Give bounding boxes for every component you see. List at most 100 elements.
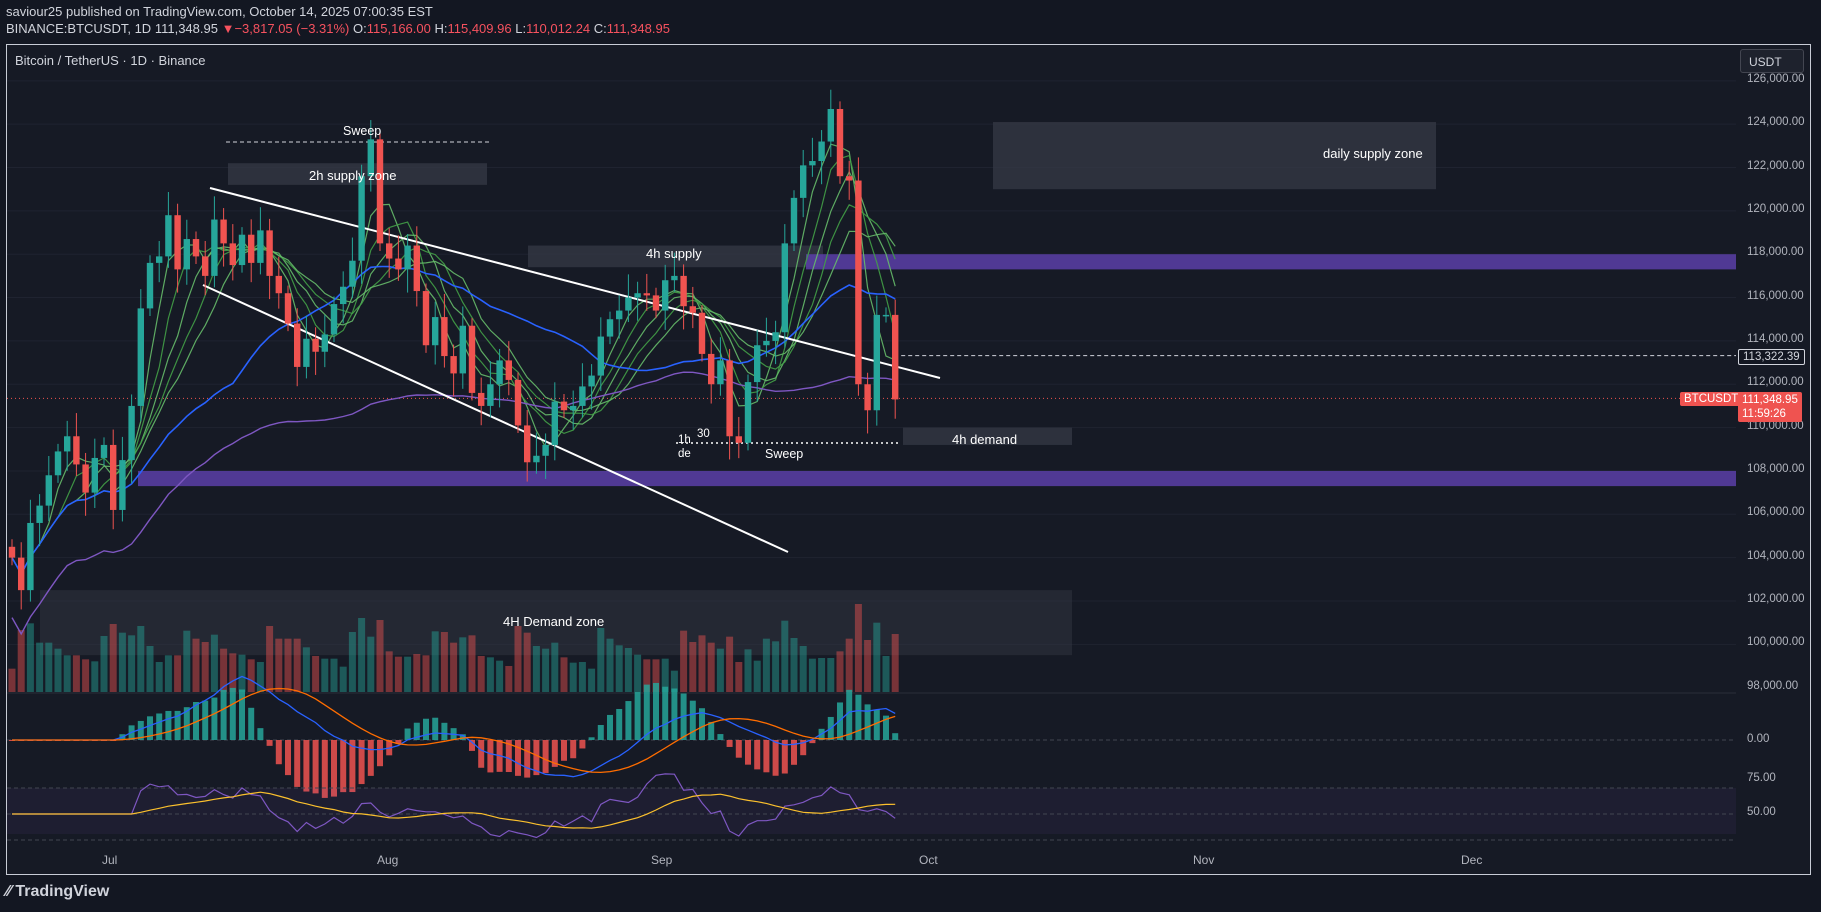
price-tick: 108,000.00	[1747, 462, 1805, 475]
candle-body	[570, 405, 577, 411]
volume-bar	[652, 659, 660, 692]
rsi-line	[12, 773, 896, 839]
candle-body	[680, 275, 687, 307]
candle-body	[459, 325, 466, 374]
candle-body	[662, 280, 669, 311]
tradingview-logo[interactable]: ⁄⁄ TradingView	[6, 883, 109, 901]
candle-body	[625, 297, 632, 311]
volume-bar	[891, 634, 899, 692]
candle-body	[892, 314, 899, 400]
candle-body	[257, 230, 264, 263]
macd-histogram-bar	[165, 710, 172, 740]
price-tick: 110,000.00	[1747, 419, 1804, 432]
candle-body	[376, 139, 384, 244]
volume-bar	[321, 658, 329, 692]
zone-purple-zone-lower	[138, 470, 1736, 487]
candle-body	[432, 317, 439, 346]
candle-body	[27, 522, 34, 591]
time-tick: Aug	[377, 853, 399, 867]
macd-histogram-bar	[340, 740, 347, 793]
volume-bar	[505, 666, 513, 692]
macd-histogram-bar	[211, 697, 218, 740]
macd-histogram-bar	[873, 709, 880, 740]
macd-histogram-bar	[266, 740, 273, 746]
ribbon-line	[11, 170, 896, 576]
macd-histogram-bar	[469, 740, 475, 751]
candle-body	[560, 401, 568, 411]
volume-bar	[486, 657, 494, 692]
volume-bar	[256, 662, 264, 692]
volume-bar	[762, 638, 770, 692]
trendline-upper	[209, 187, 941, 379]
candle-body	[18, 557, 25, 591]
volume-bar	[716, 648, 724, 692]
macd-histogram-bar	[478, 740, 485, 768]
volume-bar	[201, 642, 209, 692]
price-tick: 112,000.00	[1747, 376, 1804, 389]
volume-bar	[744, 649, 752, 692]
candle-body	[846, 176, 853, 181]
currency-button[interactable]: USDT	[1740, 49, 1804, 73]
volume-bar	[109, 624, 117, 692]
published-line: saviour25 published on TradingView.com, …	[6, 4, 433, 19]
demand-4h-label: 4h demand	[952, 432, 1018, 447]
macd-histogram-bar	[524, 740, 531, 778]
candle-body	[542, 444, 549, 456]
candle-body	[726, 360, 733, 437]
macd-histogram-bar	[147, 716, 153, 740]
macd-histogram-bar	[864, 704, 871, 740]
candle-body	[100, 444, 108, 458]
publish-header: saviour25 published on TradingView.com, …	[6, 4, 670, 36]
zone-4h-supply	[528, 245, 823, 268]
volume-bar	[873, 622, 881, 692]
candle-body	[478, 392, 485, 406]
macd-histogram-bar	[561, 740, 567, 761]
zone-2h-supply-zone	[228, 163, 487, 185]
price-tick: 104,000.00	[1747, 549, 1805, 562]
volume-bar	[192, 638, 200, 692]
candle-body	[91, 457, 98, 493]
volume-bar	[183, 630, 191, 692]
volume-bar	[284, 638, 292, 692]
volume-bar	[339, 666, 347, 692]
chart-title: Bitcoin / TetherUS · 1D · Binance	[15, 53, 206, 68]
macd-histogram-bar	[616, 708, 623, 740]
candle-body	[8, 546, 16, 558]
candle-body	[818, 141, 825, 162]
macd-histogram-bar	[248, 707, 255, 740]
macd-histogram-bar	[193, 702, 199, 740]
candle-body	[146, 262, 154, 309]
zone-4h-demand-zone	[40, 590, 1072, 656]
change-value: −3,817.05 (−3.31%)	[234, 21, 350, 36]
volume-bar	[146, 646, 154, 692]
candle-body	[156, 256, 163, 263]
volume-bar	[394, 656, 402, 692]
macd-histogram-bar	[570, 740, 577, 759]
volume-bar	[238, 654, 246, 692]
candle-body	[781, 243, 788, 333]
volume-bar	[312, 656, 320, 692]
candle-body	[588, 375, 595, 387]
volume-bar	[781, 620, 789, 692]
last-price-tag-value: 111,348.95	[1742, 394, 1798, 406]
volume-bar	[440, 632, 448, 692]
macd-histogram-bar	[735, 740, 742, 758]
volume-bar	[220, 648, 228, 692]
candle-body	[312, 338, 319, 352]
brand-name: TradingView	[15, 883, 110, 900]
tradingview-mark-icon: ⁄⁄	[6, 883, 12, 900]
macd-histogram-bar	[367, 740, 374, 776]
candle-body	[119, 460, 126, 510]
candle-body	[533, 455, 540, 463]
candle-body	[386, 243, 393, 259]
candle-body	[183, 239, 190, 270]
candle-body	[36, 505, 43, 523]
candle-body	[238, 234, 246, 266]
volume-bar	[624, 648, 632, 692]
candle-body	[413, 245, 420, 292]
macd-histogram-bar	[883, 715, 889, 740]
candle-body	[708, 353, 715, 385]
volume-bar	[229, 653, 237, 692]
supply-4h-label: 4h supply	[646, 246, 702, 261]
